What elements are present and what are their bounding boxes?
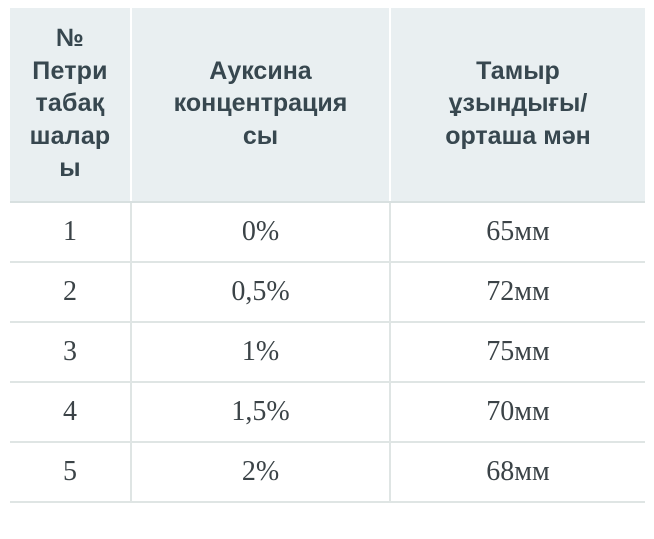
- cell-root-length: 70мм: [390, 381, 645, 443]
- cell-auxin-concentration: 0,5%: [131, 261, 391, 323]
- cell-auxin-concentration: 1%: [131, 321, 391, 383]
- table-header: № Петри табақ шалар ы Ауксина концентрац…: [10, 8, 645, 203]
- column-header-root-length: Тамыр ұзындығы/ орташа мән: [390, 8, 645, 203]
- column-header-petri-number-label: № Петри табақ шалар ы: [29, 24, 111, 182]
- table-row: 2 0,5% 72мм: [10, 261, 645, 323]
- cell-root-length: 65мм: [390, 201, 645, 263]
- cell-root-length: 68мм: [390, 441, 645, 503]
- cell-petri-number: 1: [10, 201, 132, 263]
- column-header-root-length-label: Тамыр ұзындығы/ орташа мән: [445, 56, 591, 150]
- column-header-auxin-concentration: Ауксина концентрация сы: [131, 8, 391, 203]
- cell-auxin-concentration: 1,5%: [131, 381, 391, 443]
- table-body: 1 0% 65мм 2 0,5% 72мм 3 1% 75мм 4 1,5% 7…: [10, 201, 645, 503]
- table-row: 5 2% 68мм: [10, 441, 645, 503]
- column-header-auxin-concentration-label: Ауксина концентрация сы: [173, 56, 348, 150]
- auxin-root-length-table: № Петри табақ шалар ы Ауксина концентрац…: [10, 8, 645, 503]
- table-row: 1 0% 65мм: [10, 201, 645, 263]
- cell-petri-number: 2: [10, 261, 132, 323]
- cell-petri-number: 5: [10, 441, 132, 503]
- cell-petri-number: 4: [10, 381, 132, 443]
- cell-root-length: 72мм: [390, 261, 645, 323]
- cell-root-length: 75мм: [390, 321, 645, 383]
- column-header-petri-number: № Петри табақ шалар ы: [10, 8, 132, 203]
- cell-auxin-concentration: 0%: [131, 201, 391, 263]
- table-row: 4 1,5% 70мм: [10, 381, 645, 443]
- cell-auxin-concentration: 2%: [131, 441, 391, 503]
- table-row: 3 1% 75мм: [10, 321, 645, 383]
- cell-petri-number: 3: [10, 321, 132, 383]
- table-header-row: № Петри табақ шалар ы Ауксина концентрац…: [10, 8, 645, 203]
